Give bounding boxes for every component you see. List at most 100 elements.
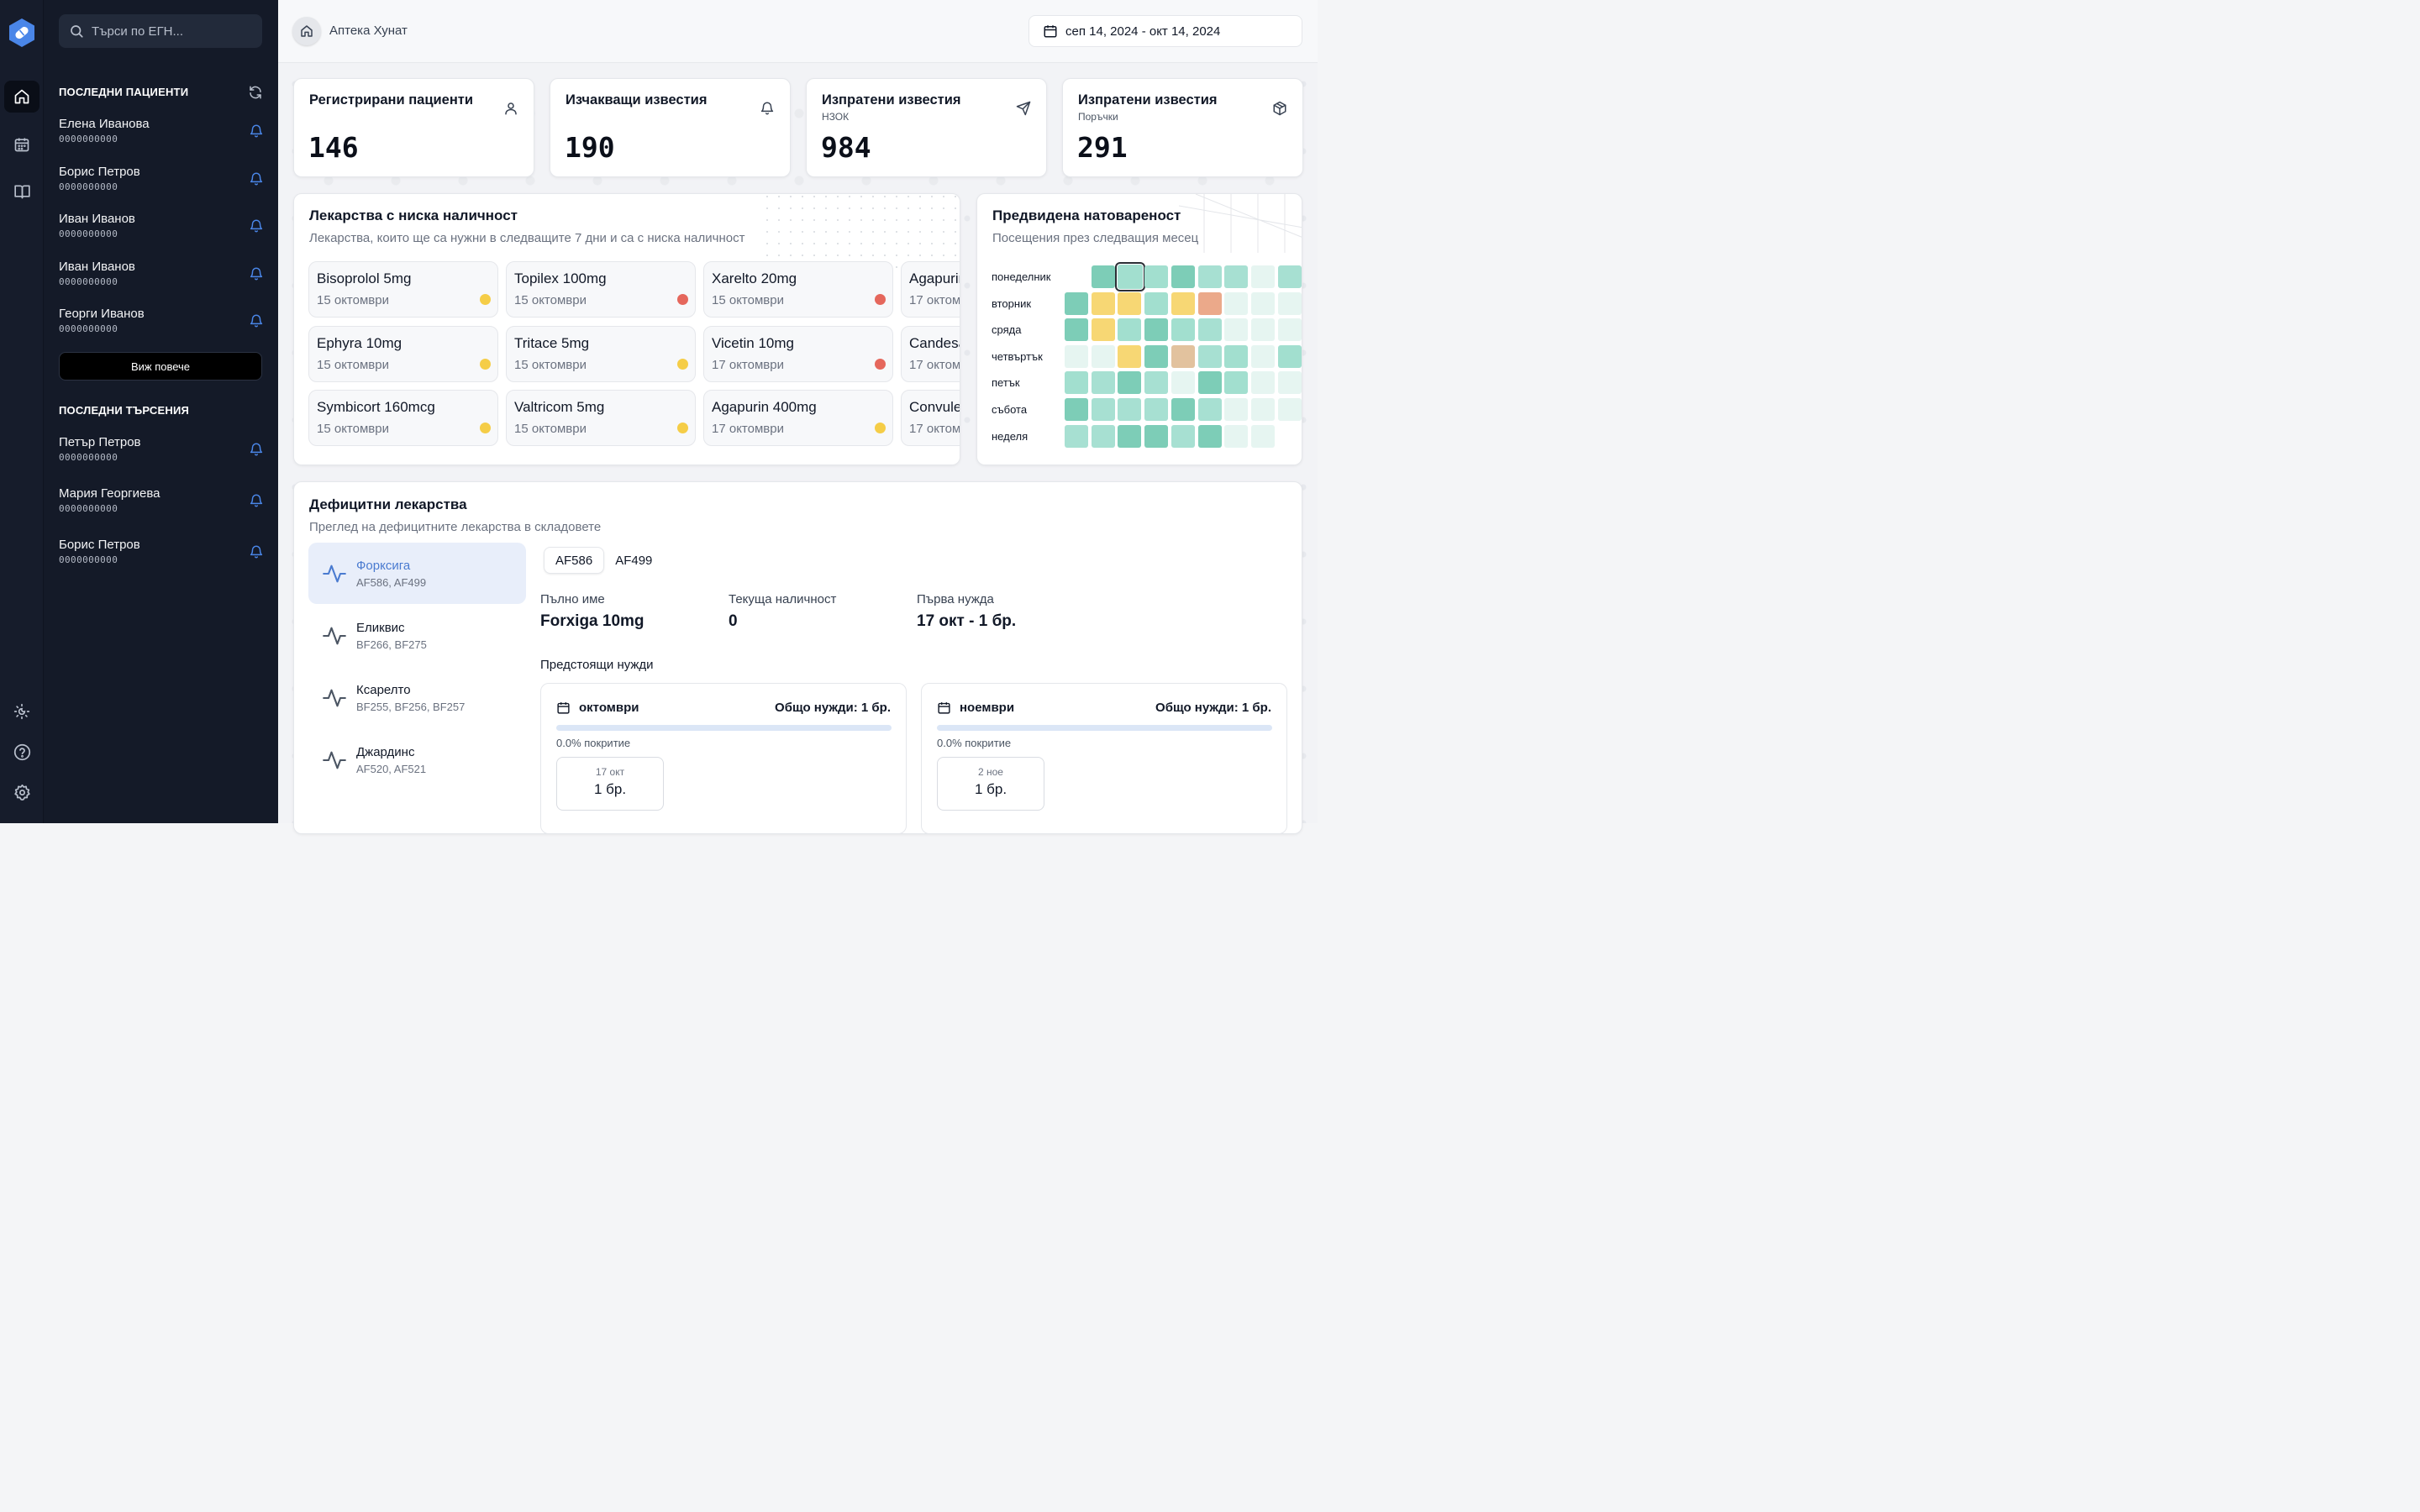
notify-button[interactable] [249,442,264,457]
low-stock-item[interactable]: Topilex 100mg 15 октомври [506,261,696,318]
heatmap-cell[interactable] [1091,398,1115,421]
recent-patient[interactable]: Елена Иванова 0000000000 [59,117,264,150]
heatmap-cell[interactable] [1250,424,1275,448]
deficit-drug-item[interactable]: Ксарелто BF255, BF256, BF257 [308,667,526,728]
search-box[interactable] [59,14,262,48]
heatmap-cell[interactable] [1277,344,1302,368]
heatmap-cell[interactable] [1224,371,1249,395]
low-stock-item[interactable]: Ephyra 10mg 15 октомври [308,325,498,382]
heatmap-cell[interactable] [1250,318,1275,342]
heatmap-cell[interactable] [1091,265,1115,288]
heatmap-cell[interactable] [1065,318,1088,342]
heatmap-cell[interactable] [1171,398,1195,421]
heatmap-cell[interactable] [1091,291,1115,315]
recent-search[interactable]: Мария Георгиева 0000000000 [59,486,264,520]
heatmap-cell[interactable] [1171,318,1195,342]
heatmap-cell[interactable] [1250,371,1275,395]
heatmap-cell[interactable] [1171,291,1195,315]
app-logo[interactable] [8,18,36,48]
see-more-button[interactable]: Виж повече [59,352,262,381]
heatmap-cell[interactable] [1144,265,1169,288]
recent-patient[interactable]: Иван Иванов 0000000000 [59,260,264,293]
heatmap-cell[interactable] [1144,291,1169,315]
low-stock-item[interactable]: Vicetin 10mg 17 октомври [703,325,893,382]
tab-code-2[interactable]: AF499 [615,553,653,568]
heatmap-cell[interactable] [1197,291,1222,315]
theme-toggle-button[interactable] [4,696,39,727]
recent-patient[interactable]: Иван Иванов 0000000000 [59,212,264,245]
heatmap-cell[interactable] [1224,318,1249,342]
notify-button[interactable] [249,313,264,328]
low-stock-item[interactable]: Tritace 5mg 15 октомври [506,325,696,382]
heatmap-cell[interactable] [1197,318,1222,342]
heatmap-cell[interactable] [1171,371,1195,395]
heatmap-cell[interactable] [1197,424,1222,448]
heatmap-cell[interactable] [1171,424,1195,448]
heatmap-cell[interactable] [1277,371,1302,395]
low-stock-item[interactable]: Agapurin 17 октомври [901,261,960,318]
heatmap-cell[interactable] [1197,371,1222,395]
heatmap-cell[interactable] [1118,318,1142,342]
heatmap-cell[interactable] [1091,371,1115,395]
heatmap-cell[interactable] [1144,398,1169,421]
heatmap-cell[interactable] [1171,265,1195,288]
notify-button[interactable] [249,493,264,508]
date-range-picker[interactable]: сеп 14, 2024 - окт 14, 2024 [1028,15,1302,47]
search-input[interactable] [92,24,243,39]
heatmap-cell[interactable] [1118,344,1142,368]
low-stock-item[interactable]: Valtricom 5mg 15 октомври [506,390,696,446]
heatmap-cell[interactable] [1277,291,1302,315]
heatmap-cell[interactable] [1224,424,1249,448]
heatmap-cell[interactable] [1197,344,1222,368]
heatmap-cell[interactable] [1118,291,1142,315]
heatmap-cell[interactable] [1144,371,1169,395]
heatmap-cell[interactable] [1224,291,1249,315]
heatmap-cell[interactable] [1224,398,1249,421]
heatmap-cell[interactable] [1065,371,1088,395]
heatmap-cell[interactable] [1144,318,1169,342]
need-day-box[interactable]: 2 ное 1 бр. [937,757,1044,811]
deficit-drug-item[interactable]: Джардинс AF520, AF521 [308,729,526,790]
heatmap-cell[interactable] [1250,344,1275,368]
heatmap-cell[interactable] [1091,318,1115,342]
low-stock-item[interactable]: Bisoprolol 5mg 15 октомври [308,261,498,318]
heatmap-cell[interactable] [1250,398,1275,421]
nav-calendar-button[interactable] [4,129,39,160]
breadcrumb-store[interactable]: Аптека Хунат [329,24,408,38]
recent-search[interactable]: Борис Петров 0000000000 [59,538,264,571]
heatmap-cell[interactable] [1118,398,1142,421]
heatmap-cell[interactable] [1091,344,1115,368]
heatmap-cell[interactable] [1277,318,1302,342]
heatmap-cell[interactable] [1065,291,1088,315]
heatmap-cell[interactable] [1144,424,1169,448]
heatmap-cell[interactable] [1197,265,1222,288]
heatmap-cell[interactable] [1171,344,1195,368]
notify-button[interactable] [249,123,264,139]
low-stock-item[interactable]: Agapurin 400mg 17 октомври [703,390,893,446]
settings-button[interactable] [4,776,39,808]
low-stock-item[interactable]: Xarelto 20mg 15 октомври [703,261,893,318]
deficit-drug-item[interactable]: Еликвис BF266, BF275 [308,605,526,666]
help-button[interactable] [4,736,39,768]
notify-button[interactable] [249,171,264,186]
heatmap-cell[interactable] [1250,265,1275,288]
low-stock-item[interactable]: Candesar 17 октомври [901,325,960,382]
refresh-icon[interactable] [248,85,263,100]
recent-search[interactable]: Петър Петров 0000000000 [59,435,264,469]
recent-patient[interactable]: Борис Петров 0000000000 [59,165,264,198]
deficit-drug-item[interactable]: Форксига AF586, AF499 [308,543,526,604]
heatmap-cell[interactable] [1065,344,1088,368]
nav-home-button[interactable] [4,81,39,113]
heatmap-cell[interactable] [1118,424,1142,448]
notify-button[interactable] [249,266,264,281]
need-day-box[interactable]: 17 окт 1 бр. [556,757,664,811]
heatmap-cell[interactable] [1115,262,1146,291]
heatmap-cell[interactable] [1277,265,1302,288]
tab-code-1[interactable]: AF586 [544,547,605,574]
heatmap-cell[interactable] [1250,291,1275,315]
notify-button[interactable] [249,218,264,234]
recent-patient[interactable]: Георги Иванов 0000000000 [59,307,264,340]
heatmap-cell[interactable] [1224,344,1249,368]
breadcrumb-home[interactable] [292,17,321,45]
notify-button[interactable] [249,544,264,559]
